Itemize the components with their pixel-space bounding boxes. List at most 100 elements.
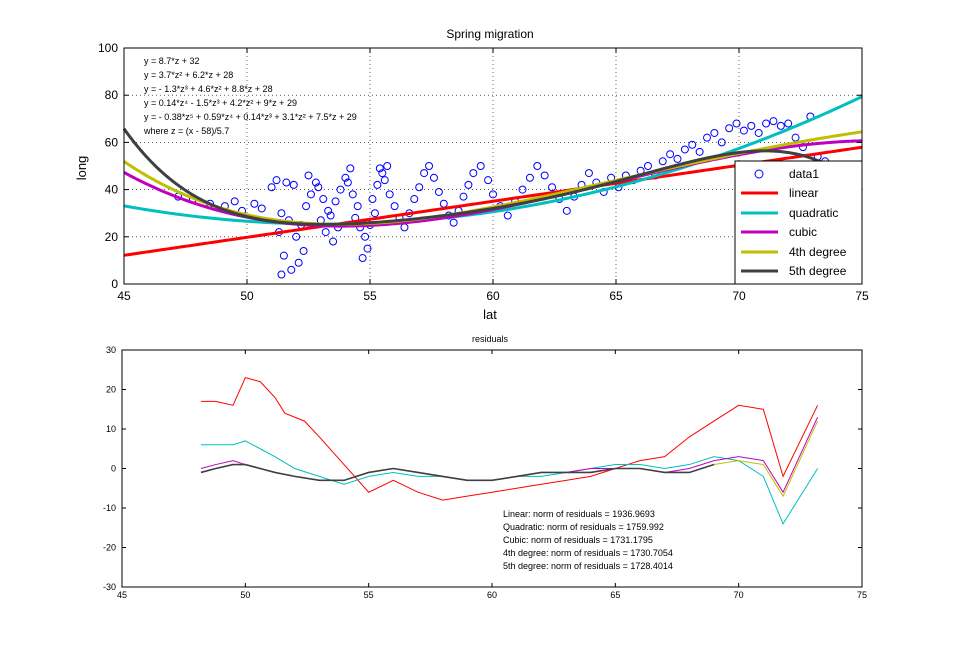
scatter-point <box>373 180 382 189</box>
scatter-point <box>464 180 473 189</box>
scatter-point <box>489 190 497 199</box>
scatter-point <box>250 199 259 208</box>
scatter-point <box>688 140 697 149</box>
norm-linear: Linear: norm of residuals = 1936.9693 <box>503 509 655 519</box>
top-ytick-label: 0 <box>111 277 118 291</box>
scatter-point <box>385 190 394 199</box>
scatter-point <box>321 228 330 237</box>
bottom-ytick-label: 10 <box>106 424 116 434</box>
norms-block: Linear: norm of residuals = 1936.9693 Qu… <box>503 509 673 571</box>
scatter-point <box>673 154 682 163</box>
bottom-xtick-label: 50 <box>240 590 250 600</box>
scatter-point <box>267 183 276 192</box>
scatter-point <box>292 232 301 241</box>
scatter-point <box>643 162 652 170</box>
scatter-point <box>762 119 771 128</box>
legend-label-5th: 5th degree <box>789 264 847 278</box>
scatter-point <box>306 190 315 199</box>
scatter-point <box>739 126 748 135</box>
scatter-point <box>230 197 239 206</box>
scatter-point <box>272 176 281 185</box>
top-xlabel: lat <box>483 307 497 322</box>
equation-5th: y = - 0.38*z⁵ + 0.59*z⁴ + 0.14*z³ + 3.1*… <box>144 112 357 122</box>
scatter-point <box>540 171 549 180</box>
scatter-point <box>548 183 557 192</box>
scatter-point <box>331 197 340 206</box>
equation-where: where z = (x - 58)/5.7 <box>143 126 229 136</box>
scatter-point <box>336 185 345 194</box>
bottom-ytick-label: 30 <box>106 345 116 355</box>
scatter-point <box>680 145 689 154</box>
scatter-point <box>289 180 298 189</box>
fit-line-quadratic <box>123 95 863 226</box>
norm-5th: 5th degree: norm of residuals = 1728.401… <box>503 561 673 571</box>
scatter-point <box>346 164 355 173</box>
top-plot: 45 50 55 60 65 70 75 0 20 40 60 80 100 Spring migrat… <box>74 27 869 322</box>
scatter-point <box>341 173 350 182</box>
scatter-point <box>294 258 303 267</box>
scatter-point <box>732 119 741 128</box>
scatter-point <box>434 187 443 196</box>
scatter-point <box>390 202 399 211</box>
equation-quadratic: y = 3.7*z² + 6.2*z + 28 <box>144 70 233 80</box>
bottom-title: residuals <box>472 334 509 344</box>
scatter-point <box>277 270 286 279</box>
top-xtick-label: 60 <box>486 289 500 303</box>
scatter-point <box>378 169 387 178</box>
scatter-point <box>425 162 434 170</box>
scatter-point <box>717 138 726 147</box>
bottom-xtick-label: 45 <box>117 590 127 600</box>
legend-label-linear: linear <box>789 186 818 200</box>
scatter-point <box>769 117 778 126</box>
scatter-point <box>311 178 320 187</box>
scatter-point <box>484 176 493 185</box>
scatter-point <box>380 176 389 185</box>
residual-line-5th-degree <box>200 463 715 482</box>
scatter-point <box>287 265 296 274</box>
bottom-ytick-label: -20 <box>103 543 116 553</box>
legend-box <box>734 160 863 285</box>
scatter-point <box>361 232 370 241</box>
scatter-point <box>326 211 335 220</box>
legend[interactable]: data1 linear quadratic cubic 4th degree … <box>734 160 863 285</box>
scatter-point <box>383 162 392 170</box>
top-ytick-label: 60 <box>105 135 119 149</box>
scatter-point <box>363 244 372 253</box>
fit-line-5th-degree <box>122 127 864 226</box>
top-ytick-label: 80 <box>105 88 119 102</box>
scatter-point <box>754 128 763 137</box>
equation-cubic: y = - 1.3*z³ + 4.6*z² + 8.8*z + 28 <box>144 84 273 94</box>
scatter-point <box>282 178 291 187</box>
bottom-xtick-label: 75 <box>857 590 867 600</box>
legend-marker-data1 <box>754 169 764 179</box>
scatter-point <box>257 204 266 213</box>
top-xtick-label: 75 <box>855 289 869 303</box>
top-xtick-label: 45 <box>117 289 131 303</box>
top-ytick-label: 100 <box>98 41 118 55</box>
scatter-point <box>503 211 512 220</box>
scatter-point <box>695 147 704 156</box>
scatter-point <box>329 237 338 246</box>
legend-label-4th: 4th degree <box>789 245 847 259</box>
top-ylabel: long <box>74 156 89 181</box>
bottom-residual-lines <box>200 377 819 525</box>
bottom-xtick-label: 55 <box>364 590 374 600</box>
legend-label-cubic: cubic <box>789 225 817 239</box>
scatter-point <box>348 190 357 199</box>
scatter-point <box>459 192 468 201</box>
top-xtick-label: 70 <box>732 289 746 303</box>
bottom-ytick-label: -30 <box>103 582 116 592</box>
scatter-point <box>725 124 734 133</box>
scatter-point <box>302 202 311 211</box>
bottom-tick-labels: 45 50 55 60 65 70 75 -30 -20 -10 0 10 20 30 <box>103 345 867 600</box>
scatter-point <box>279 251 288 260</box>
scatter-point <box>469 169 478 178</box>
equation-linear: y = 8.7*z + 32 <box>144 56 200 66</box>
scatter-point <box>784 119 793 128</box>
top-xtick-label: 65 <box>609 289 623 303</box>
bottom-xtick-label: 70 <box>734 590 744 600</box>
bottom-plot: 45 50 55 60 65 70 75 -30 -20 -10 0 10 20 30 residuals… <box>103 334 867 600</box>
equation-4th: y = 0.14*z⁴ - 1.5*z³ + 4.2*z² + 9*z + 29 <box>144 98 297 108</box>
scatter-point <box>584 169 593 178</box>
legend-label-quadratic: quadratic <box>789 206 838 220</box>
